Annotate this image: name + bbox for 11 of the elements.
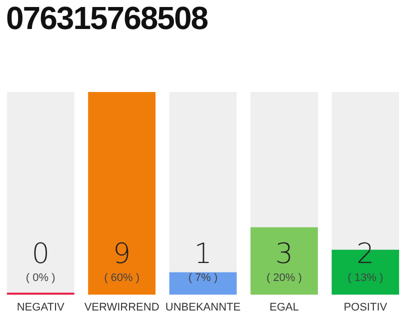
data-label: 1 ( 7% ): [188, 236, 218, 284]
x-tick-label: NEGATIV: [16, 301, 65, 314]
chart-title: 076315768508: [6, 0, 208, 37]
data-label: 3 ( 20% ): [266, 236, 302, 284]
x-tick-label: EGAL: [270, 301, 299, 314]
data-label: 9 ( 60% ): [104, 236, 140, 284]
bar: [169, 272, 237, 295]
x-tick-label: POSITIV: [344, 301, 388, 314]
x-tick-label: UNBEKANNTE: [165, 301, 241, 314]
data-label: 0 ( 0% ): [26, 236, 56, 284]
x-tick-label: VERWIRREND: [84, 301, 160, 314]
